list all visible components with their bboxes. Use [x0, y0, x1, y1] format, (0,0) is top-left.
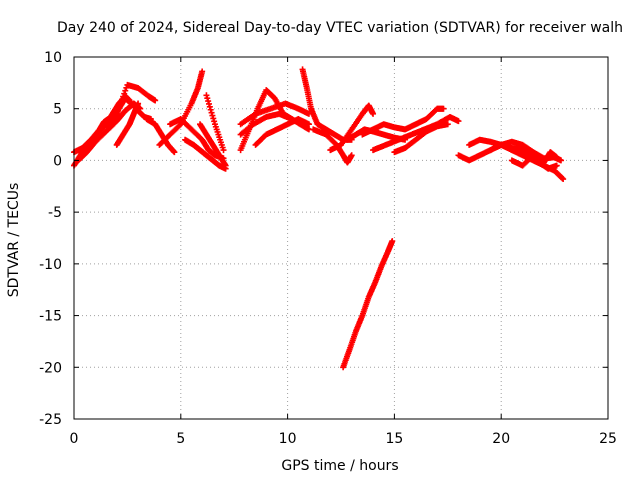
series-arc-x — [391, 121, 451, 156]
data-point — [122, 87, 129, 94]
data-point — [455, 118, 462, 125]
series-arc-ac — [519, 145, 560, 172]
series-arc-p — [252, 116, 312, 148]
data-point — [210, 115, 217, 122]
y-tick-label: -5 — [48, 205, 62, 221]
data-point — [440, 105, 447, 112]
data-point — [199, 68, 206, 75]
x-tick-label: 5 — [176, 431, 185, 447]
data-point — [135, 100, 142, 107]
plot-frame — [73, 56, 609, 420]
data-point — [171, 149, 178, 156]
data-point — [560, 176, 567, 183]
series-arc-g — [143, 116, 178, 156]
data-point — [205, 98, 212, 105]
chart-title: Day 240 of 2024, Sidereal Day-to-day VTE… — [57, 20, 623, 36]
y-tick-label: 0 — [53, 153, 62, 169]
data-point — [553, 162, 560, 169]
y-axis-ticks: -25 -20 -15 -10 -5 0 5 10 — [39, 50, 608, 428]
x-tick-label: 25 — [599, 431, 617, 447]
data-point — [176, 122, 183, 129]
data-point — [348, 152, 355, 159]
series-arc-j — [182, 136, 229, 172]
data-points — [71, 66, 567, 371]
data-point — [204, 95, 211, 102]
data-point — [305, 121, 312, 128]
x-tick-label: 0 — [70, 431, 79, 447]
data-point — [203, 92, 210, 99]
series-arc-v — [359, 105, 447, 138]
grid-lines — [74, 57, 608, 419]
data-point — [209, 112, 216, 119]
y-tick-label: -25 — [39, 412, 62, 428]
data-point — [207, 106, 214, 113]
series-arc-b — [71, 116, 112, 156]
series-arc-s — [327, 102, 377, 154]
data-point — [206, 103, 213, 110]
y-tick-label: -20 — [39, 360, 62, 376]
data-point — [370, 110, 377, 117]
data-point — [444, 121, 451, 128]
data-point — [558, 157, 565, 164]
x-axis-label: GPS time / hours — [281, 458, 398, 474]
series-arc-k — [197, 121, 229, 169]
y-tick-label: 10 — [44, 50, 62, 66]
data-point — [105, 116, 112, 123]
y-tick-label: -15 — [39, 309, 62, 325]
data-point — [208, 109, 215, 116]
data-point — [559, 175, 566, 182]
series-arc-u — [340, 238, 396, 371]
y-tick-label: 5 — [53, 102, 62, 118]
y-axis-label: SDTVAR / TECUs — [6, 183, 22, 298]
x-tick-label: 10 — [279, 431, 297, 447]
series-arc-f — [113, 100, 142, 148]
x-tick-label: 20 — [492, 431, 510, 447]
data-point — [121, 90, 128, 97]
x-tick-label: 15 — [385, 431, 403, 447]
series-arc-l — [203, 92, 227, 154]
y-tick-label: -10 — [39, 257, 62, 273]
series-arc-i — [167, 116, 227, 162]
data-point — [389, 238, 396, 245]
x-axis-ticks: 0 5 10 15 20 25 — [70, 57, 617, 447]
series-arc-h — [156, 68, 206, 148]
data-point — [553, 154, 560, 161]
data-point — [220, 147, 227, 154]
data-point — [211, 118, 218, 125]
data-point — [205, 100, 212, 107]
series-arc-q — [299, 66, 355, 143]
data-point — [152, 97, 159, 104]
data-point — [222, 162, 229, 169]
series-arc-o — [237, 100, 312, 128]
